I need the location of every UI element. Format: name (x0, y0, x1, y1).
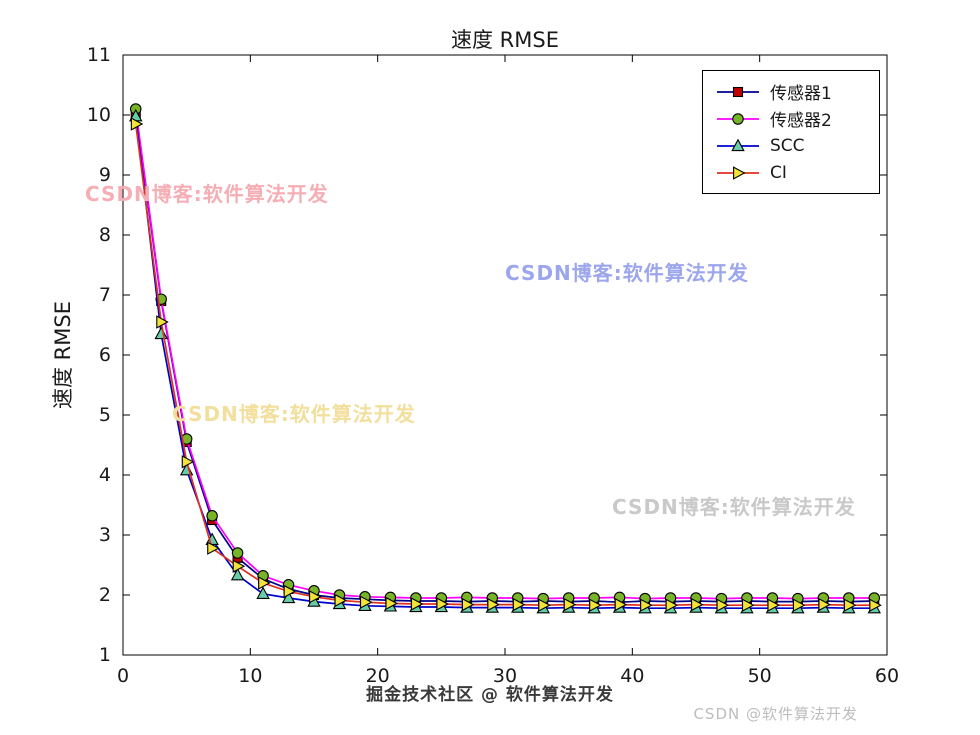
marker-square (732, 86, 744, 97)
marker-triangle-right (538, 598, 551, 612)
marker-circle (206, 510, 218, 522)
marker-triangle-right (843, 598, 857, 612)
x-tick-label: 10 (238, 665, 262, 687)
marker-triangle-right (181, 455, 195, 469)
legend-label: 传感器1 (770, 84, 832, 104)
legend-swatch-ci (717, 165, 759, 180)
y-axis-label: 速度 RMSE (51, 301, 75, 409)
y-tick-label: 6 (99, 344, 111, 366)
marker-triangle-right (461, 597, 475, 612)
marker-triangle-up (731, 138, 745, 151)
marker-triangle-right (563, 597, 577, 612)
marker-triangle-right (733, 165, 746, 180)
marker-triangle-right (232, 559, 246, 573)
y-tick-label: 10 (87, 104, 111, 126)
legend: 传感器1 传感器2 SCC CI (702, 70, 880, 194)
marker-triangle-right (767, 598, 780, 612)
marker-triangle-right (487, 597, 500, 612)
marker-triangle-right (385, 596, 398, 611)
marker-triangle-up (230, 567, 245, 581)
marker-triangle-right (512, 597, 526, 612)
marker-circle (231, 547, 244, 559)
marker-triangle-right (258, 576, 271, 590)
watermark-csdn-gray: CSDN博客:软件算法开发 (612, 495, 856, 519)
series-line (134, 116, 875, 610)
marker-triangle-right (436, 597, 449, 611)
marker-triangle-right (665, 598, 679, 612)
marker-triangle-right (589, 598, 602, 612)
legend-swatch-sensor1 (717, 86, 759, 97)
marker-triangle-right (156, 315, 169, 329)
marker-triangle-right (130, 117, 144, 131)
marker-triangle-right (691, 597, 704, 612)
legend-label: 传感器2 (770, 111, 832, 131)
y-tick-label: 3 (99, 524, 111, 546)
legend-swatch-scc (717, 138, 759, 151)
marker-triangle-right (334, 593, 348, 608)
legend-item-sensor2: 传感器2 (703, 105, 879, 132)
marker-triangle-right (359, 595, 373, 609)
y-tick-label: 1 (99, 644, 111, 666)
watermark-csdn-yellow: CSDN博客:软件算法开发 (172, 402, 416, 426)
y-tick-label: 8 (99, 224, 111, 246)
marker-triangle-right (410, 597, 424, 611)
marker-triangle-right (207, 541, 220, 555)
legend-item-scc: SCC (703, 132, 879, 159)
y-tick-label: 9 (99, 164, 111, 186)
legend-label: SCC (770, 135, 805, 156)
x-tick-label: 30 (493, 665, 517, 687)
y-tick-label: 5 (99, 404, 111, 426)
y-tick-label: 2 (99, 584, 111, 606)
marker-triangle-up (281, 590, 296, 604)
watermark-csdn-pink: CSDN博客:软件算法开发 (85, 182, 329, 206)
marker-triangle-up (256, 586, 270, 599)
x-tick-label: 60 (875, 665, 899, 687)
marker-triangle-right (818, 597, 831, 612)
legend-label: CI (770, 162, 787, 183)
marker-triangle-right (614, 597, 628, 612)
legend-item-sensor1: 传感器1 (703, 78, 879, 105)
footer-csdn-credit: CSDN @软件算法开发 (693, 705, 858, 723)
marker-triangle-right (283, 584, 297, 599)
y-tick-label: 11 (87, 44, 111, 66)
legend-swatch-sensor2 (717, 112, 759, 125)
marker-triangle-right (640, 598, 653, 612)
legend-item-ci: CI (703, 159, 879, 186)
marker-circle (732, 112, 744, 125)
marker-triangle-right (869, 598, 882, 612)
marker-triangle-right (309, 590, 322, 604)
y-tick-label: 7 (99, 284, 111, 306)
x-tick-label: 50 (748, 665, 772, 687)
chart-title: 速度 RMSE (451, 28, 559, 52)
x-tick-label: 40 (620, 665, 644, 687)
marker-triangle-right (792, 598, 806, 612)
y-tick-label: 4 (99, 464, 111, 486)
x-tick-label: 0 (117, 665, 129, 687)
x-tick-label: 20 (366, 665, 390, 687)
footer-community-credit: 掘金技术社区 @ 软件算法开发 (366, 685, 614, 705)
marker-triangle-right (741, 598, 755, 612)
series-CI (130, 117, 882, 612)
marker-triangle-right (716, 598, 730, 612)
watermark-csdn-blue: CSDN博客:软件算法开发 (505, 261, 749, 285)
